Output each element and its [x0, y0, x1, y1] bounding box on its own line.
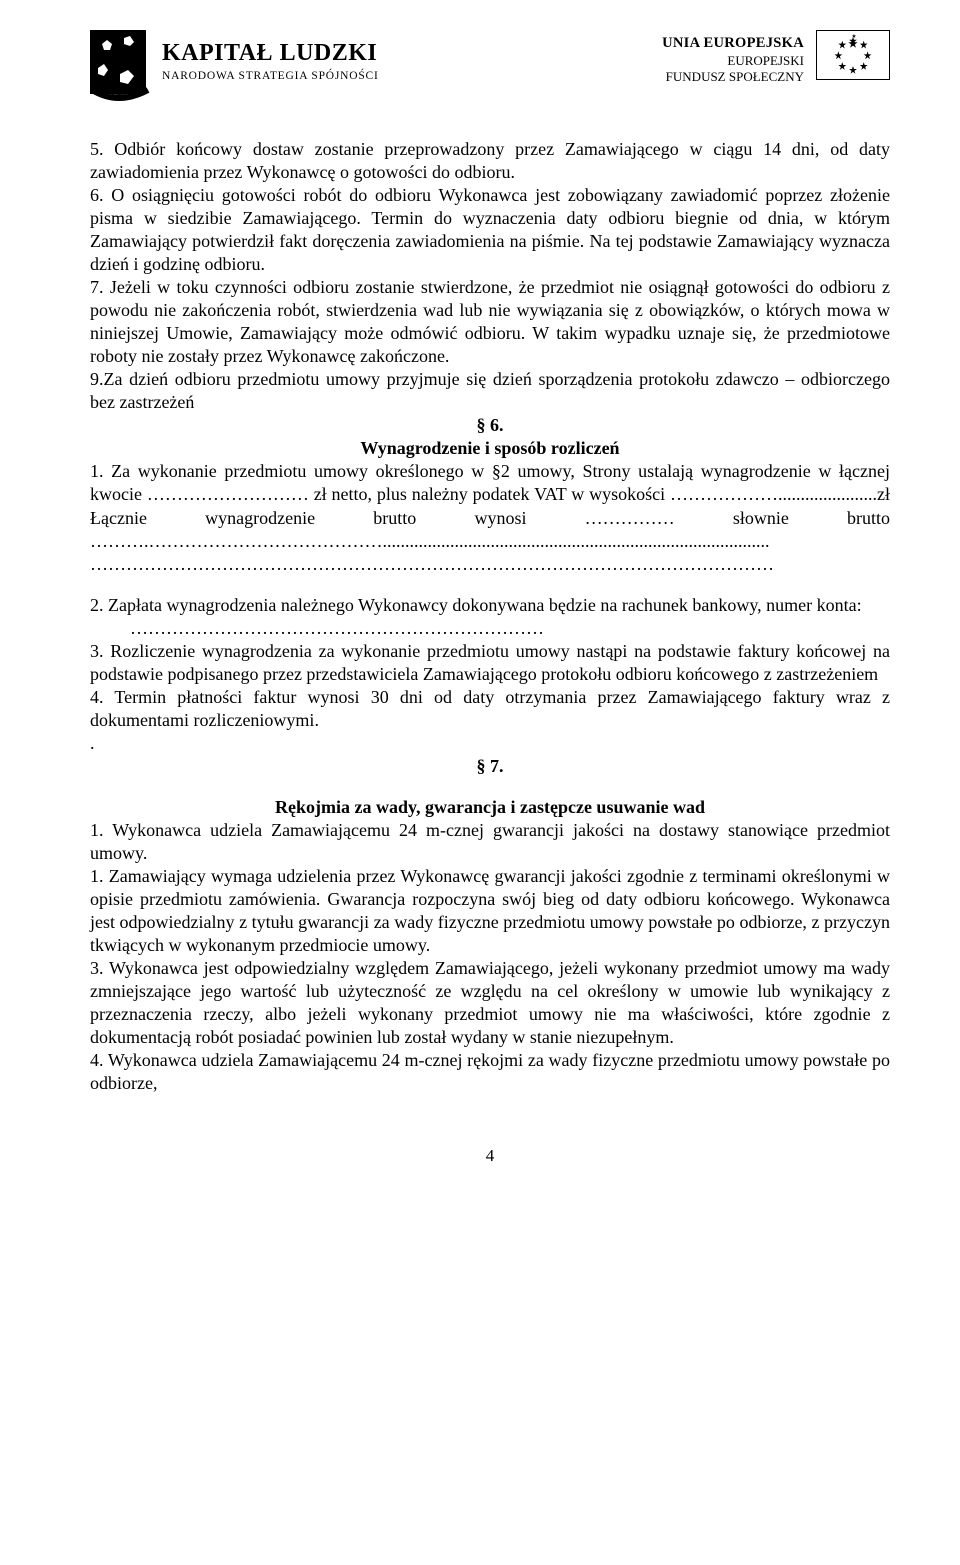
sec7-para1: 1. Wykonawca udziela Zamawiającemu 24 m-…	[90, 819, 890, 865]
section-7-title: Rękojmia za wady, gwarancja i zastępcze …	[90, 796, 890, 819]
para-7: 7. Jeżeli w toku czynności odbioru zosta…	[90, 276, 890, 368]
blank-line-2	[90, 778, 890, 796]
blank-line	[90, 576, 890, 594]
kl-title: KAPITAŁ LUDZKI	[162, 38, 379, 69]
sec6-para2: 2. Zapłata wynagrodzenia należnego Wykon…	[90, 594, 890, 617]
para-9: 9.Za dzień odbioru przedmiotu umowy przy…	[90, 368, 890, 414]
para-6: 6. O osiągnięciu gotowości robót do odbi…	[90, 184, 890, 276]
lone-dot: .	[90, 732, 890, 755]
document-body: 5. Odbiór końcowy dostaw zostanie przepr…	[90, 138, 890, 1095]
eu-title: UNIA EUROPEJSKA	[662, 34, 804, 53]
kl-subtitle: NARODOWA STRATEGIA SPÓJNOŚCI	[162, 69, 379, 84]
eu-sub1: EUROPEJSKI	[727, 53, 804, 70]
sec6-para3: 3. Rozliczenie wynagrodzenia za wykonani…	[90, 640, 890, 686]
para-5: 5. Odbiór końcowy dostaw zostanie przepr…	[90, 138, 890, 184]
sec6-para4: 4. Termin płatności faktur wynosi 30 dni…	[90, 686, 890, 732]
eu-sub2: FUNDUSZ SPOŁECZNY	[666, 69, 804, 86]
header-left-logo-block: KAPITAŁ LUDZKI NARODOWA STRATEGIA SPÓJNO…	[90, 30, 379, 104]
sec7-para1b: 1. Zamawiający wymaga udzielenia przez W…	[90, 865, 890, 957]
sec7-para4: 4. Wykonawca udziela Zamawiającemu 24 m-…	[90, 1049, 890, 1095]
section-7-num: § 7.	[90, 755, 890, 778]
eu-flag-icon	[816, 30, 890, 80]
header-right-eu-block: UNIA EUROPEJSKA EUROPEJSKI FUNDUSZ SPOŁE…	[662, 30, 890, 86]
sec6-para1: 1. Za wykonanie przedmiotu umowy określo…	[90, 460, 890, 575]
page-number: 4	[90, 1145, 890, 1167]
document-header: KAPITAŁ LUDZKI NARODOWA STRATEGIA SPÓJNO…	[90, 30, 890, 104]
sec7-para3: 3. Wykonawca jest odpowiedzialny względe…	[90, 957, 890, 1049]
kapital-ludzki-icon	[90, 30, 152, 104]
section-6-title: Wynagrodzenie i sposób rozliczeń	[90, 437, 890, 460]
section-6-num: § 6.	[90, 414, 890, 437]
sec6-para2b: ……………………………………………………………	[90, 617, 890, 640]
